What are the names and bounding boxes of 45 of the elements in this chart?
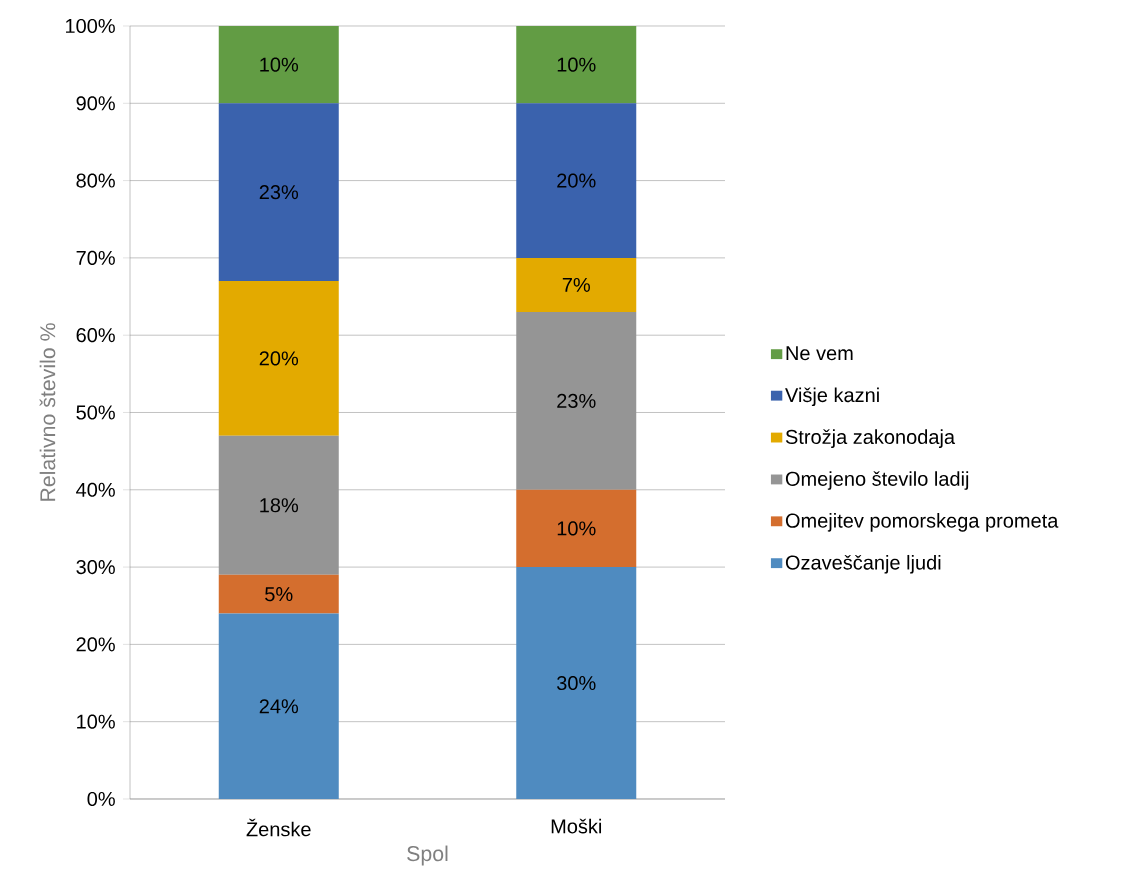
- data-label: 23%: [259, 185, 299, 200]
- data-label: 20%: [557, 173, 596, 188]
- bar: [516, 312, 637, 490]
- bar: [218, 435, 339, 575]
- data-label: 30%: [556, 675, 596, 691]
- y-tick-label: 30%: [76, 560, 115, 575]
- x-tick-label: Ženske: [246, 818, 311, 837]
- bar: [218, 25, 339, 104]
- data-label: 10%: [557, 521, 596, 536]
- data-label: 20%: [259, 351, 299, 366]
- y-tick-label: 70%: [76, 250, 115, 265]
- legend-label: Strožja zakonodaja: [785, 429, 956, 448]
- bar: [218, 281, 339, 436]
- legend-label: Višje kazni: [785, 387, 879, 407]
- data-label: 7%: [562, 277, 590, 292]
- y-tick-label: 40%: [76, 482, 115, 497]
- y-tick-label: 50%: [76, 405, 115, 420]
- y-tick-label: 20%: [76, 637, 115, 652]
- legend-label: Ozaveščanje ljudi: [785, 554, 941, 574]
- data-label: 10%: [557, 57, 596, 72]
- y-tick-label: 100%: [66, 18, 115, 34]
- legend-label: Omejeno število ladij: [785, 471, 969, 490]
- data-label: 24%: [259, 699, 299, 714]
- bar: [516, 103, 637, 258]
- data-label: 10%: [260, 57, 299, 72]
- bar: [516, 257, 637, 312]
- bar: [218, 103, 339, 282]
- x-axis-title: Spol: [407, 845, 448, 866]
- bar: [516, 567, 637, 799]
- bar: [516, 25, 637, 104]
- legend-label: Ne vem: [786, 346, 853, 361]
- y-tick-label: 80%: [76, 173, 115, 188]
- bar: [516, 489, 637, 568]
- y-axis-title: Relativno število %: [39, 323, 56, 501]
- bar: [218, 613, 339, 799]
- x-tick-label: Moški: [551, 818, 602, 834]
- bar: [218, 574, 339, 614]
- y-tick-label: 10%: [77, 714, 115, 729]
- y-tick-label: 60%: [76, 328, 115, 343]
- y-tick-label: 90%: [76, 96, 115, 111]
- data-label: 23%: [557, 393, 596, 408]
- legend-label: Omejitev pomorskega prometa: [785, 513, 1059, 532]
- data-label: 18%: [260, 498, 299, 513]
- data-label: 5%: [265, 587, 293, 602]
- y-tick-label: 0%: [87, 791, 115, 807]
